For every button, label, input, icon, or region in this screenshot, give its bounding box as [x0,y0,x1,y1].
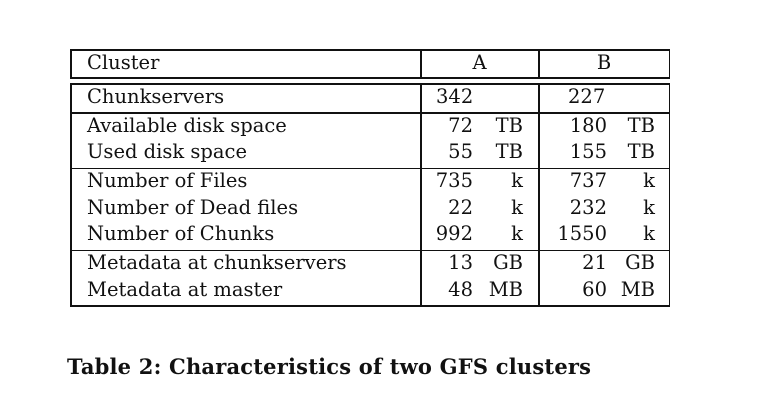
row-value-a: 48 [448,277,473,301]
row-label: Number of Chunks [87,222,275,245]
row-value-a: 735 [435,169,473,192]
header-cluster: Cluster [87,51,160,74]
group-divider-rule [70,167,670,169]
row-label: Number of Dead files [87,195,299,219]
row-value-a: 13 [448,251,473,274]
header-bottom-rule [70,77,670,79]
row-value-b: 1550 [557,222,607,245]
row-unit-b: MB [620,277,655,301]
row-value-b: 60 [582,277,607,301]
row-value-b: 737 [569,169,607,192]
row-value-a: 72 [448,113,473,137]
row-label: Metadata at master [87,277,283,301]
table-top-rule [70,49,670,51]
body-top-rule [70,83,670,85]
header-divider-a [420,49,422,79]
group-divider-rule [70,249,670,251]
row-unit-b: TB [627,113,655,137]
header-divider-b [538,49,540,79]
row-unit-a: TB [495,113,523,137]
row-unit-a: k [511,222,523,245]
row-unit-a: GB [493,251,523,274]
row-unit-a: k [511,169,523,192]
row-unit-b: k [643,169,655,192]
header-right-border [668,49,670,79]
header-cluster-b: B [596,51,612,74]
row-value-b: 180 [569,113,607,137]
row-value-b: 227 [568,84,606,108]
body-divider-b [538,83,540,307]
header-left-border [70,49,72,79]
header-cluster-a: A [472,51,487,74]
row-label: Available disk space [87,113,287,137]
row-label: Number of Files [87,169,248,192]
row-label: Used disk space [87,140,247,163]
row-unit-a: k [511,195,523,219]
group-divider-rule [70,112,670,114]
row-value-b: 232 [569,195,607,219]
row-value-a: 55 [448,140,473,163]
table-bottom-rule [70,305,670,307]
row-unit-a: MB [488,277,523,301]
row-unit-b: k [643,222,655,245]
row-label: Metadata at chunkservers [87,251,347,274]
row-value-b: 21 [582,251,607,274]
row-value-a: 22 [448,195,473,219]
body-right-border [668,83,670,307]
body-divider-a [420,83,422,307]
row-label: Chunkservers [87,84,225,108]
row-value-a: 992 [435,222,473,245]
row-value-a: 342 [436,84,474,108]
row-unit-b: k [643,195,655,219]
table-caption: Table 2: Characteristics of two GFS clus… [67,354,592,379]
row-value-b: 155 [569,140,607,163]
row-unit-a: TB [495,140,523,163]
row-unit-b: TB [627,140,655,163]
row-unit-b: GB [625,251,655,274]
body-left-border [70,83,72,307]
